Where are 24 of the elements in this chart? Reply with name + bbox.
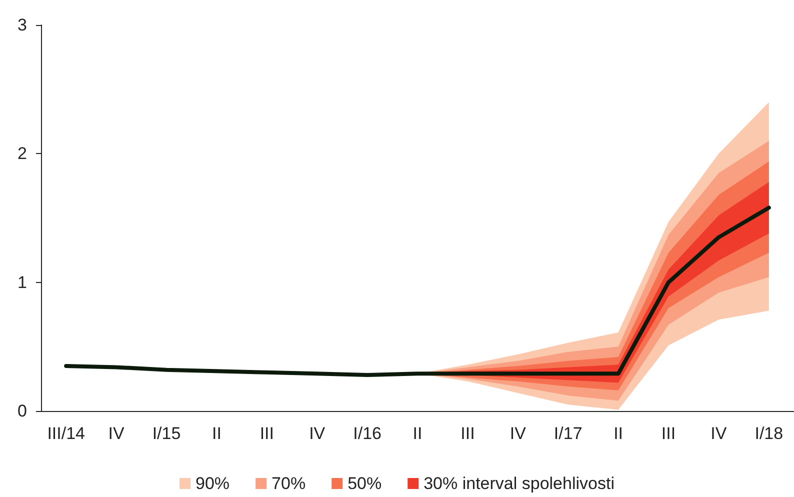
legend-label: 50% bbox=[348, 474, 382, 493]
x-tick-label: I/16 bbox=[353, 424, 382, 443]
x-tick-label: II bbox=[212, 424, 222, 443]
y-tick-label: 0 bbox=[18, 402, 27, 420]
x-tick-label: IV bbox=[510, 424, 527, 443]
x-tick-label: II bbox=[412, 424, 422, 443]
x-tick-label: III bbox=[260, 424, 274, 443]
legend-label: 70% bbox=[272, 474, 306, 493]
y-tick-label: 1 bbox=[18, 272, 27, 292]
x-tick-label: I/17 bbox=[554, 424, 582, 443]
line-series bbox=[64, 206, 771, 377]
legend-label: 30% interval spolehlivosti bbox=[424, 474, 614, 493]
x-tick-label: III/14 bbox=[47, 424, 86, 443]
x-tick-label: I/15 bbox=[152, 424, 181, 443]
x-tick-label: IV bbox=[309, 424, 326, 443]
x-tick-label: IV bbox=[710, 424, 728, 443]
legend-label: 90% bbox=[196, 474, 230, 493]
y-tick-label: 2 bbox=[18, 144, 27, 164]
x-tick-label: II bbox=[614, 424, 624, 443]
x-tick-label: IV bbox=[108, 424, 125, 443]
y-tick-label: 3 bbox=[18, 16, 27, 34]
x-tick-label: III bbox=[661, 424, 676, 443]
x-tick-label: III bbox=[460, 424, 475, 443]
x-tick-label: I/18 bbox=[754, 424, 784, 443]
